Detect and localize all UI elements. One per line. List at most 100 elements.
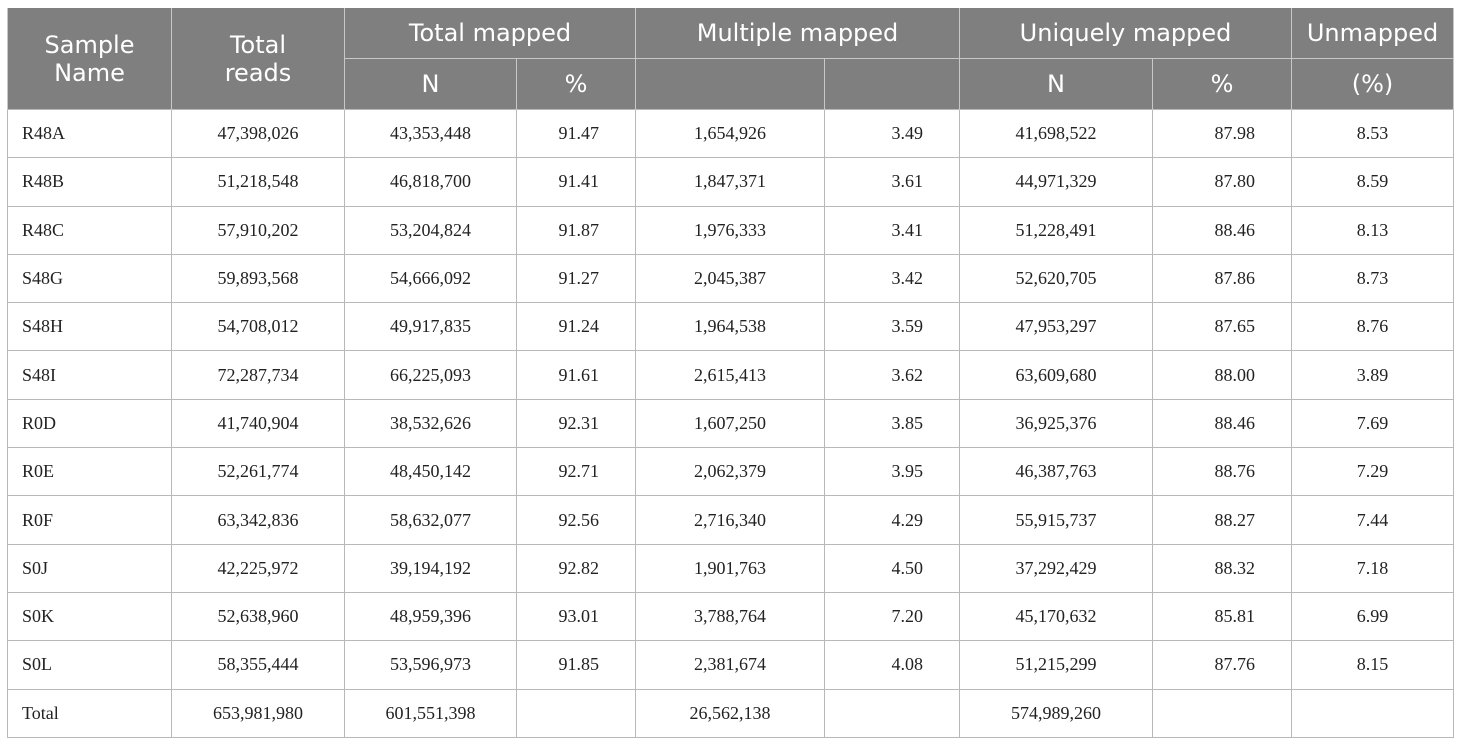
uniquely-mapped-n-cell: 44,971,329 — [959, 157, 1154, 207]
total-mapped-pct-cell: 93.01 — [515, 591, 637, 642]
header-total-mapped-pct: % — [515, 58, 637, 110]
total-mapped-pct-cell: 91.41 — [515, 157, 637, 207]
multiple-mapped-n-cell: 1,654,926 — [635, 108, 826, 159]
mapping-stats-table: Sample Name Total reads Total mapped Mul… — [7, 8, 1455, 738]
sample-name-cell: S48H — [7, 302, 172, 352]
header-unmapped-pct: (%) — [1291, 58, 1455, 110]
uniquely-mapped-pct-cell: 88.32 — [1152, 543, 1293, 593]
total-reads-cell: 42,225,972 — [171, 543, 345, 593]
total-mapped-pct-cell: 91.85 — [515, 640, 637, 690]
multiple-mapped-n-cell: 1,901,763 — [635, 543, 826, 593]
total-reads-cell: 52,638,960 — [171, 591, 345, 642]
uniquely-mapped-pct-cell: 87.86 — [1152, 253, 1293, 304]
multiple-mapped-pct-cell: 4.29 — [824, 495, 961, 545]
sample-name-cell: R0E — [7, 447, 172, 497]
header-multiple-mapped: Multiple mapped — [635, 8, 961, 59]
multiple-mapped-n-cell: 1,964,538 — [635, 302, 826, 352]
header-total-mapped: Total mapped — [343, 8, 637, 59]
header-uniquely-mapped: Uniquely mapped — [959, 8, 1293, 59]
table-row: R0F 63,342,836 58,632,077 92.56 2,716,340 4.2… — [7, 495, 1455, 545]
uniquely-mapped-n-cell: 51,215,299 — [959, 640, 1154, 690]
total-mapped-n-cell: 54,666,092 — [344, 253, 517, 304]
multiple-mapped-pct-cell: 4.08 — [824, 640, 961, 690]
total-mapped-n-cell: 53,596,973 — [344, 640, 517, 690]
total-mapped-n-cell: 43,353,448 — [344, 108, 517, 159]
sample-name-cell: S48I — [7, 350, 172, 400]
total-mapped-n-cell: 49,917,835 — [344, 302, 517, 352]
uniquely-mapped-n-cell: 63,609,680 — [959, 350, 1154, 400]
total-reads-cell: 52,261,774 — [171, 447, 345, 497]
sample-name-cell: R48B — [7, 157, 172, 207]
unmapped-pct-cell: 3.89 — [1291, 350, 1455, 400]
unmapped-pct-cell: 8.53 — [1291, 108, 1455, 159]
multiple-mapped-pct-cell: 4.50 — [824, 543, 961, 593]
multiple-mapped-n-cell: 2,716,340 — [635, 495, 826, 545]
table-row: R48C 57,910,202 53,204,824 91.87 1,976,333 3.… — [7, 205, 1455, 255]
total-mapped-n-cell: 58,632,077 — [344, 495, 517, 545]
header-total-reads: Total reads — [171, 8, 345, 110]
multiple-mapped-pct-cell: 3.41 — [824, 205, 961, 255]
uniquely-mapped-n-cell: 55,915,737 — [959, 495, 1154, 545]
table-row: S0K 52,638,960 48,959,396 93.01 3,788,764 7.2… — [7, 591, 1455, 642]
total-mapped-n-cell: 48,959,396 — [344, 591, 517, 642]
multiple-mapped-pct-cell: 3.59 — [824, 302, 961, 352]
uniquely-mapped-pct-cell: 88.00 — [1152, 350, 1293, 400]
table-row: R0E 52,261,774 48,450,142 92.71 2,062,379 3.9… — [7, 447, 1455, 497]
unmapped-pct-cell: 8.59 — [1291, 157, 1455, 207]
unmapped-pct-cell: 8.76 — [1291, 302, 1455, 352]
header-total-mapped-n: N — [344, 58, 517, 110]
uniquely-mapped-pct-cell: 88.46 — [1152, 205, 1293, 255]
total-mapped-n-cell: 48,450,142 — [344, 447, 517, 497]
total-reads-cell: 54,708,012 — [171, 302, 345, 352]
uniquely-mapped-pct-cell — [1152, 688, 1293, 738]
multiple-mapped-n-cell: 3,788,764 — [635, 591, 826, 642]
uniquely-mapped-pct-cell: 88.76 — [1152, 447, 1293, 497]
multiple-mapped-pct-cell: 3.49 — [824, 108, 961, 159]
multiple-mapped-n-cell: 2,045,387 — [635, 253, 826, 304]
uniquely-mapped-n-cell: 45,170,632 — [959, 591, 1154, 642]
header-total-reads-text: Total reads — [224, 30, 292, 87]
table-body: R48A 47,398,026 43,353,448 91.47 1,654,926 3.… — [7, 108, 1455, 738]
unmapped-pct-cell — [1291, 688, 1455, 738]
multiple-mapped-n-cell: 1,847,371 — [635, 157, 826, 207]
multiple-mapped-pct-cell: 3.61 — [824, 157, 961, 207]
total-reads-cell: 653,981,980 — [171, 688, 345, 738]
total-mapped-n-cell: 601,551,398 — [344, 688, 517, 738]
total-mapped-pct-cell: 92.82 — [515, 543, 637, 593]
table-row: S0J 42,225,972 39,194,192 92.82 1,901,763 4.5… — [7, 543, 1455, 593]
table-row: S48H 54,708,012 49,917,835 91.24 1,964,538 3.… — [7, 302, 1455, 352]
table-row: R48A 47,398,026 43,353,448 91.47 1,654,926 3.… — [7, 108, 1455, 159]
header-sample-name: Sample Name — [7, 8, 172, 110]
total-reads-cell: 58,355,444 — [171, 640, 345, 690]
total-mapped-pct-cell: 91.27 — [515, 253, 637, 304]
total-mapped-n-cell: 39,194,192 — [344, 543, 517, 593]
multiple-mapped-n-cell: 2,062,379 — [635, 447, 826, 497]
total-mapped-pct-cell: 91.87 — [515, 205, 637, 255]
table-row: S0L 58,355,444 53,596,973 91.85 2,381,674 4.0… — [7, 640, 1455, 690]
multiple-mapped-pct-cell: 3.62 — [824, 350, 961, 400]
table-row: S48I 72,287,734 66,225,093 91.61 2,615,413 3.… — [7, 350, 1455, 400]
total-mapped-pct-cell: 91.47 — [515, 108, 637, 159]
uniquely-mapped-pct-cell: 87.65 — [1152, 302, 1293, 352]
total-mapped-pct-cell: 91.24 — [515, 302, 637, 352]
uniquely-mapped-n-cell: 574,989,260 — [959, 688, 1154, 738]
total-mapped-n-cell: 38,532,626 — [344, 398, 517, 449]
header-uniquely-mapped-n: N — [959, 58, 1154, 110]
uniquely-mapped-n-cell: 46,387,763 — [959, 447, 1154, 497]
total-mapped-pct-cell: 92.31 — [515, 398, 637, 449]
uniquely-mapped-pct-cell: 87.98 — [1152, 108, 1293, 159]
table-row: Total 653,981,980 601,551,398 26,562,138 574… — [7, 688, 1455, 738]
sample-name-cell: S0J — [7, 543, 172, 593]
sample-name-cell: R48A — [7, 108, 172, 159]
sample-name-cell: S0L — [7, 640, 172, 690]
multiple-mapped-pct-cell: 7.20 — [824, 591, 961, 642]
multiple-mapped-pct-cell: 3.42 — [824, 253, 961, 304]
total-reads-cell: 47,398,026 — [171, 108, 345, 159]
multiple-mapped-pct-cell: 3.95 — [824, 447, 961, 497]
table-row: S48G 59,893,568 54,666,092 91.27 2,045,387 3.… — [7, 253, 1455, 304]
total-mapped-pct-cell — [515, 688, 637, 738]
total-reads-cell: 63,342,836 — [171, 495, 345, 545]
header-multiple-mapped-n — [635, 58, 826, 110]
header-multiple-mapped-pct — [824, 58, 961, 110]
multiple-mapped-n-cell: 1,976,333 — [635, 205, 826, 255]
